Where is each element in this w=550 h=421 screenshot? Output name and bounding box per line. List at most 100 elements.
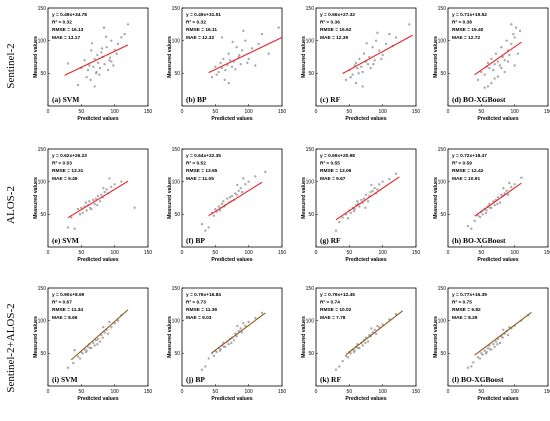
x-tick-label: 100 [510, 250, 519, 256]
y-axis-label: Measured values [301, 177, 307, 219]
data-point [388, 32, 391, 36]
fit-line [208, 181, 263, 217]
y-tick-label: 100 [438, 318, 447, 324]
stat-rmse: RMSE = 9.82 [452, 307, 481, 313]
data-point [66, 366, 70, 369]
data-point [501, 336, 504, 339]
data-point [215, 73, 218, 76]
panel-label: (h) BO-XGBoost [452, 236, 506, 245]
data-point [381, 53, 384, 57]
stat-r2: R² = 0.55 [320, 161, 340, 167]
stat-rmse: RMSE = 13.31 [52, 168, 84, 174]
x-tick-label: 50 [479, 250, 485, 256]
stat-r2: R² = 0.38 [452, 20, 472, 26]
data-point [338, 365, 341, 368]
x-tick-label: 50 [79, 389, 85, 395]
x-tick-label: 150 [544, 109, 550, 115]
data-point [242, 177, 245, 180]
data-point [81, 211, 84, 215]
data-point [90, 49, 93, 52]
x-tick-label: 0 [47, 109, 50, 115]
data-point [508, 181, 511, 185]
data-point [506, 60, 510, 63]
x-axis-label: Predicted values [345, 396, 386, 402]
data-point [254, 64, 257, 67]
data-point [466, 366, 470, 369]
data-point [78, 213, 82, 216]
data-point [505, 189, 508, 193]
data-point [217, 70, 220, 74]
x-tick-label: 150 [278, 109, 287, 115]
data-point [89, 78, 92, 82]
data-point [513, 64, 516, 67]
data-point [369, 190, 372, 194]
data-point [103, 62, 106, 66]
y-tick-label: 150 [172, 6, 181, 12]
data-point [123, 32, 126, 36]
data-point [90, 42, 94, 45]
stat-rmse: RMSE = 13.06 [320, 168, 352, 174]
data-point [374, 332, 378, 335]
fit-line [474, 41, 522, 76]
panel-label: (a) SVM [52, 95, 79, 104]
x-tick-label: 0 [315, 250, 318, 256]
data-point [380, 57, 383, 61]
data-point [96, 203, 99, 207]
data-point [476, 356, 480, 359]
data-point [501, 55, 504, 59]
data-point [101, 336, 104, 339]
data-point [496, 60, 500, 63]
data-point [115, 52, 118, 55]
data-point [490, 81, 493, 85]
data-point [498, 341, 502, 345]
data-point [126, 23, 130, 26]
data-point [108, 56, 112, 59]
data-point [240, 331, 244, 334]
data-point [93, 344, 96, 347]
stat-mae: MAE = 8.66 [52, 315, 78, 321]
stat-equation: y = 0.64x+22.35 [186, 153, 221, 159]
data-point [356, 66, 359, 70]
x-tick-label: 150 [144, 389, 153, 395]
data-point [373, 59, 376, 62]
x-tick-label: 100 [244, 250, 253, 256]
data-point [230, 65, 234, 69]
data-point [105, 46, 108, 49]
x-tick-label: 150 [544, 250, 550, 256]
y-tick-label: 100 [306, 38, 315, 44]
data-point [200, 222, 204, 226]
stat-rmse: RMSE = 10.02 [320, 307, 352, 313]
plot-frame [47, 287, 149, 387]
y-tick-label: 50 [40, 212, 46, 218]
data-point [394, 172, 398, 176]
data-point [349, 211, 352, 215]
data-point [492, 68, 495, 72]
plot-frame [447, 7, 549, 107]
stat-r2: R² = 0.52 [186, 161, 206, 167]
data-point [494, 52, 498, 55]
data-point [366, 62, 370, 66]
data-point [207, 357, 210, 360]
data-point [361, 344, 364, 347]
data-point [133, 206, 136, 209]
stat-r2: R² = 0.73 [186, 300, 206, 306]
x-tick-label: 150 [144, 250, 153, 256]
y-tick-label: 50 [308, 351, 314, 357]
data-point [344, 354, 348, 358]
data-point [371, 189, 374, 193]
data-point [510, 23, 513, 26]
stat-equation: y = 0.56x+27.32 [320, 12, 355, 18]
data-point [373, 328, 376, 332]
data-point [351, 73, 354, 76]
data-point [488, 348, 492, 351]
data-point [476, 214, 480, 217]
data-point [349, 76, 352, 79]
data-point [238, 53, 241, 57]
y-tick-label: 50 [174, 212, 180, 218]
data-point [110, 39, 113, 42]
data-point [212, 214, 216, 217]
data-point [361, 85, 364, 88]
scatter-panel: 0 50 100 150 50 100 150 Predicted values Measure… [433, 147, 550, 263]
x-tick-label: 50 [79, 250, 85, 256]
data-point [506, 333, 510, 337]
